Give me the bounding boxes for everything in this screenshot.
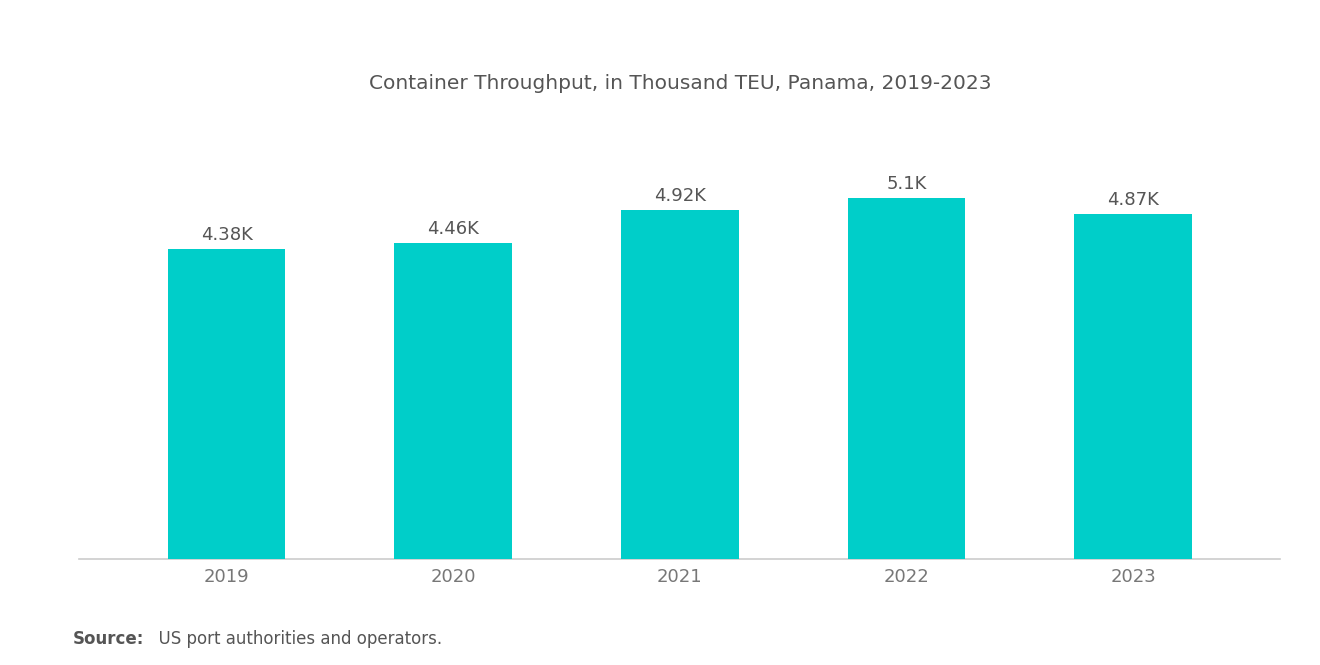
Bar	[168, 249, 285, 559]
Text: 5.1K: 5.1K	[886, 175, 927, 193]
Text: 4.87K: 4.87K	[1107, 191, 1159, 209]
Text: 4.92K: 4.92K	[653, 188, 706, 205]
Text: 4.38K: 4.38K	[201, 225, 252, 243]
Bar	[847, 198, 965, 559]
Bar	[395, 243, 512, 559]
Bar	[1074, 214, 1192, 559]
Text: Source:: Source:	[73, 630, 144, 648]
Text: US port authorities and operators.: US port authorities and operators.	[148, 630, 442, 648]
Text: 4.46K: 4.46K	[428, 220, 479, 238]
Bar	[620, 210, 739, 559]
Title: Container Throughput, in Thousand TEU, Panama, 2019-2023: Container Throughput, in Thousand TEU, P…	[368, 74, 991, 93]
